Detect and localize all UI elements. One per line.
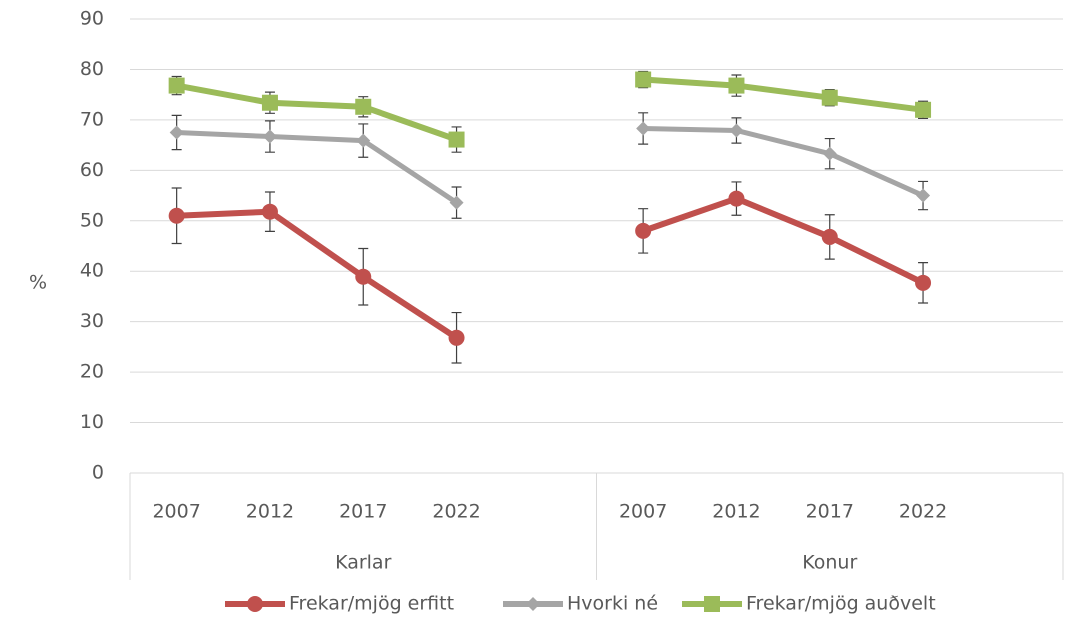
data-point [448,329,465,346]
data-point [916,188,931,203]
y-tick-label: 70 [80,108,104,130]
legend-label: Hvorki né [567,593,658,615]
y-tick-label: 0 [92,462,104,484]
data-point [821,228,838,245]
series-line [176,76,924,143]
data-point [915,101,932,118]
x-tick-label: 2012 [246,501,294,523]
legend-label: Frekar/mjög auðvelt [746,593,936,615]
data-point [636,121,651,136]
data-point [262,129,277,144]
x-tick-label: 2017 [339,501,387,523]
series-line [176,125,925,205]
data-point [355,268,372,285]
data-point [261,94,278,111]
x-tick-label: 2022 [899,501,947,523]
y-tick-label: 90 [80,8,104,30]
data-point [355,98,372,115]
data-point [356,133,371,148]
data-point [449,195,464,210]
y-tick-label: 10 [80,411,104,433]
data-point [168,207,185,224]
y-tick-label: 60 [80,159,104,181]
y-tick-label: 30 [80,310,104,332]
data-point [635,222,652,239]
group-label: Karlar [335,552,392,574]
data-point [169,125,184,140]
x-tick-label: 2022 [432,501,480,523]
data-point [729,123,744,138]
y-tick-label: 20 [80,361,104,383]
data-point [728,190,745,207]
data-point [821,89,838,106]
data-point [915,274,932,291]
legend-marker [526,597,540,611]
legend-label: Frekar/mjög erfitt [289,593,454,615]
data-point [448,131,465,148]
group-label: Konur [802,552,857,574]
x-tick-label: 2007 [152,501,200,523]
legend-marker [704,596,720,612]
data-point [261,203,278,220]
data-point [728,77,745,94]
y-axis-label: % [29,272,47,294]
y-tick-label: 50 [80,209,104,231]
y-tick-label: 40 [80,260,104,282]
x-tick-label: 2017 [806,501,854,523]
data-point [168,77,185,94]
data-point [635,71,652,88]
series-line [176,195,925,341]
x-tick-label: 2007 [619,501,667,523]
x-tick-label: 2012 [712,501,760,523]
data-point [822,146,837,161]
legend-marker [247,596,263,612]
y-tick-label: 80 [80,58,104,80]
